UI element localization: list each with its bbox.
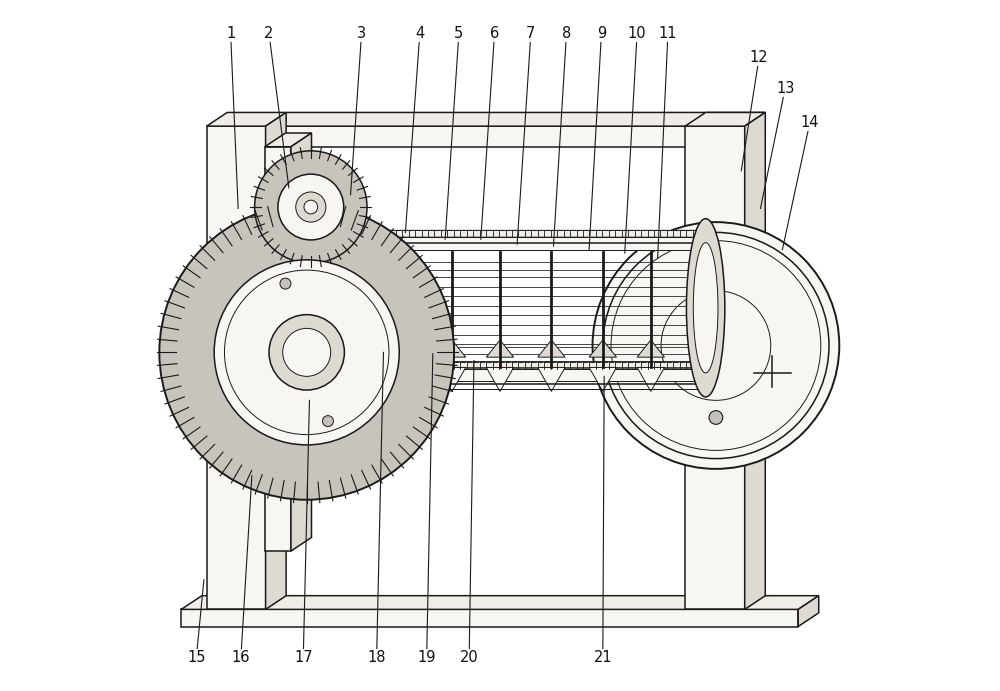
Polygon shape [196, 318, 209, 359]
Circle shape [159, 205, 454, 500]
Circle shape [269, 314, 344, 390]
Polygon shape [181, 596, 819, 609]
Polygon shape [486, 368, 514, 391]
Polygon shape [538, 368, 565, 391]
Text: 16: 16 [232, 650, 250, 665]
Circle shape [214, 260, 399, 445]
Polygon shape [291, 133, 312, 551]
Text: 13: 13 [776, 81, 794, 96]
Circle shape [280, 278, 291, 289]
Text: 19: 19 [417, 650, 436, 665]
Text: 7: 7 [526, 26, 536, 41]
Polygon shape [745, 113, 765, 146]
Circle shape [322, 415, 333, 426]
Polygon shape [438, 368, 466, 391]
Text: 5: 5 [454, 26, 463, 41]
Text: 2: 2 [264, 26, 274, 41]
Text: 6: 6 [490, 26, 499, 41]
Polygon shape [589, 368, 617, 391]
Polygon shape [266, 113, 286, 609]
Text: 20: 20 [460, 650, 479, 665]
Polygon shape [685, 126, 745, 609]
Text: 18: 18 [367, 650, 386, 665]
Polygon shape [390, 340, 418, 357]
Text: 10: 10 [628, 26, 646, 41]
Polygon shape [266, 126, 745, 146]
Circle shape [255, 151, 367, 263]
Polygon shape [351, 230, 716, 237]
Text: 1: 1 [226, 26, 235, 41]
Ellipse shape [338, 250, 365, 366]
Text: 17: 17 [294, 650, 313, 665]
Polygon shape [538, 340, 565, 357]
Polygon shape [685, 113, 765, 126]
Polygon shape [334, 256, 362, 277]
Polygon shape [351, 237, 706, 249]
Polygon shape [265, 133, 312, 146]
Polygon shape [196, 311, 219, 318]
Polygon shape [589, 340, 617, 357]
Ellipse shape [686, 218, 725, 397]
Polygon shape [798, 596, 819, 627]
Polygon shape [637, 368, 665, 391]
Polygon shape [637, 340, 665, 357]
Polygon shape [351, 362, 716, 369]
Text: 15: 15 [187, 650, 206, 665]
Polygon shape [390, 368, 418, 391]
Polygon shape [207, 126, 266, 609]
Polygon shape [351, 369, 706, 381]
Polygon shape [266, 113, 765, 126]
Polygon shape [486, 340, 514, 357]
Circle shape [593, 222, 839, 469]
Text: 12: 12 [750, 50, 768, 65]
Polygon shape [207, 113, 286, 126]
Text: 3: 3 [357, 26, 366, 41]
Polygon shape [334, 339, 362, 359]
Text: 4: 4 [415, 26, 424, 41]
Circle shape [296, 192, 326, 222]
Ellipse shape [332, 225, 370, 390]
Text: 21: 21 [594, 650, 612, 665]
Text: 11: 11 [659, 26, 677, 41]
Polygon shape [438, 340, 466, 357]
Text: 9: 9 [597, 26, 606, 41]
Circle shape [283, 328, 331, 377]
Polygon shape [265, 146, 291, 551]
Circle shape [278, 174, 344, 240]
Polygon shape [745, 113, 765, 609]
Circle shape [304, 200, 318, 214]
Ellipse shape [693, 243, 718, 373]
Text: 8: 8 [562, 26, 571, 41]
Circle shape [709, 410, 723, 424]
Polygon shape [181, 609, 798, 627]
Text: 14: 14 [801, 115, 819, 130]
Circle shape [709, 267, 723, 281]
Circle shape [661, 291, 771, 400]
